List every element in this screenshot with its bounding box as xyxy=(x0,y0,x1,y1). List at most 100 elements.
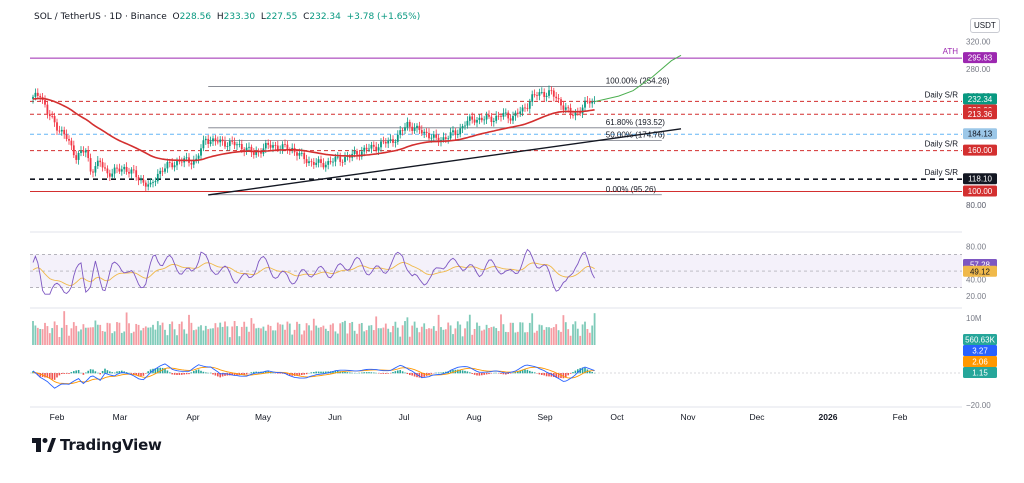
macd-hist-bar xyxy=(385,373,387,374)
macd-hist-bar xyxy=(428,373,430,376)
macd-hist-bar xyxy=(526,369,529,374)
macd-hist-bar xyxy=(305,373,308,375)
volume-bar xyxy=(288,323,291,345)
candle-body xyxy=(344,156,346,162)
volume-bar xyxy=(420,326,423,345)
candle-body xyxy=(286,144,289,150)
volume-bar xyxy=(531,313,534,345)
close-value: 232.34 xyxy=(309,12,341,22)
tradingview-logo[interactable]: TradingView xyxy=(32,436,162,454)
volume-bar xyxy=(504,331,507,345)
macd-hist-bar xyxy=(413,373,416,377)
candle-body xyxy=(564,107,567,110)
candle-body xyxy=(380,141,382,148)
volume-bar xyxy=(125,312,128,345)
rsi-value-tag: 57.28 xyxy=(970,261,991,270)
candle-body xyxy=(468,116,471,121)
macd-hist-bar xyxy=(430,373,433,374)
macd-hist-bar xyxy=(166,370,169,374)
macd-hist-bar xyxy=(272,372,274,374)
candle-body xyxy=(123,166,126,170)
macd-hist-bar xyxy=(471,373,473,374)
open-label: O xyxy=(172,12,180,22)
volume-bar xyxy=(34,325,37,345)
volume-bar xyxy=(324,328,327,345)
macd-hist-bar xyxy=(382,373,385,374)
volume-bar xyxy=(442,329,445,345)
volume-bar xyxy=(68,335,70,345)
volume-bar xyxy=(380,328,382,345)
candle-body xyxy=(245,147,248,152)
candle-body xyxy=(202,140,205,149)
macd-hist-bar xyxy=(435,372,437,374)
candle-body xyxy=(212,138,214,142)
currency-selector[interactable]: USDT xyxy=(970,18,1000,33)
candle-body xyxy=(574,111,577,116)
volume-bar xyxy=(233,321,236,345)
volume-bar xyxy=(82,324,85,345)
macd-hist-bar xyxy=(125,372,128,374)
level-value-tag-bg xyxy=(963,173,997,185)
candle-body xyxy=(171,162,174,168)
macd-hist-bar xyxy=(173,373,176,375)
volume-bar xyxy=(260,328,262,345)
macd-tick-label: −20.00 xyxy=(966,401,991,410)
volume-bar xyxy=(572,324,574,345)
time-axis-label: Jul xyxy=(399,412,410,422)
macd-hist-bar xyxy=(541,373,543,376)
volume-bar xyxy=(281,324,284,345)
candle-body xyxy=(243,149,246,152)
volume-bar xyxy=(444,329,447,345)
macd-hist-bar xyxy=(397,370,399,374)
volume-bar xyxy=(291,334,294,345)
volume-bar xyxy=(377,328,380,345)
open-value: 228.56 xyxy=(179,12,212,22)
macd-hist-bar xyxy=(521,369,524,374)
candle-body xyxy=(483,119,486,121)
volume-bar xyxy=(240,326,243,345)
rsi-line xyxy=(32,248,595,295)
macd-hist-bar xyxy=(464,370,466,374)
macd-hist-bar xyxy=(519,370,521,374)
volume-bar xyxy=(284,329,286,345)
volume-bar xyxy=(65,324,68,345)
volume-bar xyxy=(581,324,584,345)
macd-hist-bar xyxy=(277,373,279,374)
macd-hist-bar xyxy=(181,373,183,375)
candle-body xyxy=(154,181,157,183)
macd-hist-bar xyxy=(94,371,97,374)
level-label: Daily S/R xyxy=(925,140,959,149)
volume-bar xyxy=(528,322,531,345)
macd-hist-bar xyxy=(459,369,461,374)
volume-bar xyxy=(492,326,495,345)
candle-body xyxy=(70,140,73,146)
last-price-tag-bg xyxy=(963,93,997,105)
volume-bar xyxy=(154,329,157,345)
volume-bar xyxy=(488,328,490,345)
macd-hist-bar xyxy=(505,373,507,375)
volume-bar xyxy=(351,321,354,345)
volume-bar xyxy=(144,326,147,345)
volume-bar xyxy=(464,328,466,345)
macd-hist-bar xyxy=(502,373,505,375)
macd-hist-bar xyxy=(589,370,591,374)
volume-bar xyxy=(341,322,344,345)
change-value: +3.78 (+1.65%) xyxy=(346,12,421,22)
candle-body xyxy=(550,90,553,92)
volume-bar xyxy=(502,324,505,345)
candle-body xyxy=(375,146,378,151)
volume-bar xyxy=(216,327,219,345)
macd-hist-bar xyxy=(404,372,406,374)
candle-body xyxy=(413,127,416,131)
macd-hist-bar xyxy=(581,367,584,374)
volume-bar xyxy=(394,321,397,345)
macd-hist-bar xyxy=(476,373,478,376)
volume-bar xyxy=(576,328,579,345)
volume-bar xyxy=(108,323,111,345)
candle-body xyxy=(140,179,142,181)
candle-body xyxy=(104,167,106,169)
macd-hist-bar xyxy=(185,373,188,375)
candle-body xyxy=(161,170,164,172)
candle-body xyxy=(348,156,351,158)
